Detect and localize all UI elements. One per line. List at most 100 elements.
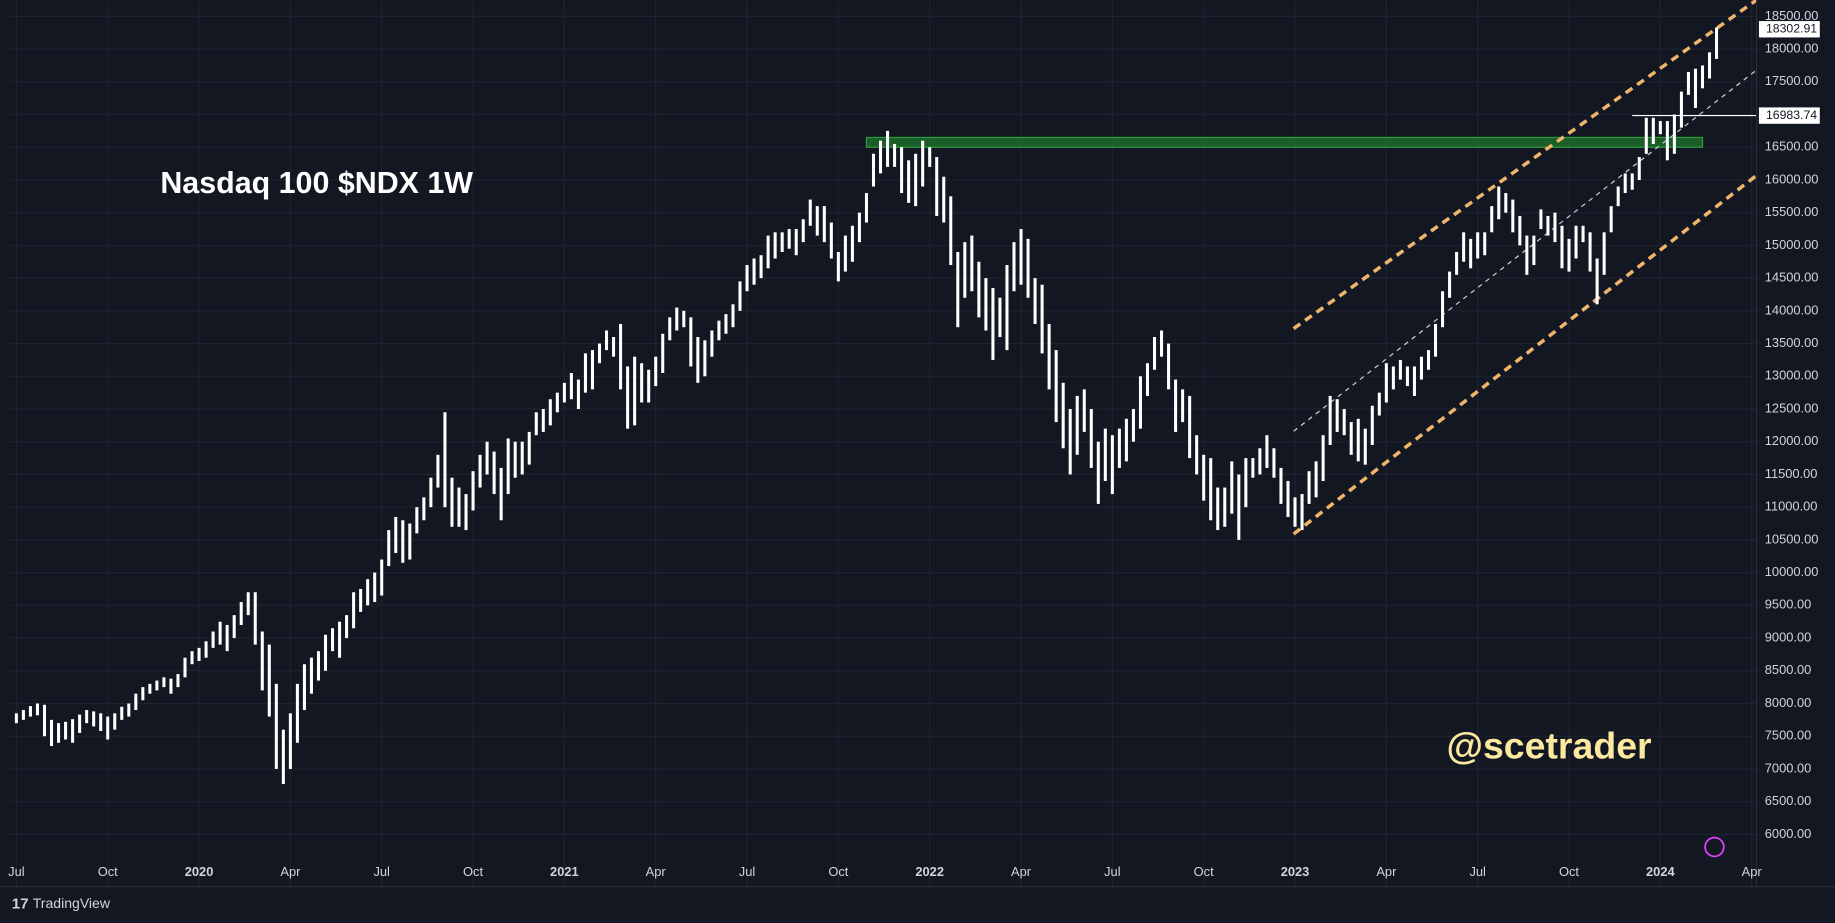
price-bar <box>534 412 538 436</box>
price-bar <box>1272 448 1276 478</box>
y-tick-label: 9000.00 <box>1765 629 1811 644</box>
price-bar <box>1131 409 1135 442</box>
price-bar <box>1595 258 1599 305</box>
price-bar <box>1476 232 1480 259</box>
price-bar <box>794 229 798 256</box>
price-bar <box>1518 215 1522 246</box>
price-bar <box>998 297 1002 338</box>
price-bar <box>900 147 904 194</box>
price-label-box <box>1758 107 1820 124</box>
x-tick-label: Jul <box>8 864 24 879</box>
price-bar <box>71 719 75 743</box>
trendline <box>1292 0 1758 330</box>
price-bar <box>942 176 946 223</box>
price-bar <box>668 317 672 341</box>
price-bar <box>583 353 587 393</box>
x-tick-label: 2022 <box>915 864 944 879</box>
price-bar <box>1181 389 1185 423</box>
x-tick-label: Jul <box>1104 864 1120 879</box>
price-bar <box>1026 238 1030 298</box>
x-tick-label: Apr <box>1011 864 1032 879</box>
price-bar <box>1686 71 1690 95</box>
price-bar <box>640 363 644 403</box>
price-bar <box>176 674 180 688</box>
price-bar <box>380 559 384 596</box>
price-bar <box>197 647 201 661</box>
price-bar <box>520 441 524 475</box>
price-bar <box>436 454 440 488</box>
price-bar <box>323 634 328 671</box>
price-bar <box>703 340 707 377</box>
price-bar <box>141 687 145 701</box>
price-bar <box>134 693 138 711</box>
price-bar <box>1560 225 1564 269</box>
price-bar <box>597 343 602 364</box>
price-bar <box>113 713 117 730</box>
price-bar <box>1286 480 1290 517</box>
price-bar <box>1047 323 1051 390</box>
price-bar <box>1160 330 1164 357</box>
price-bar <box>1665 121 1669 161</box>
price-bar <box>661 333 665 374</box>
price-bar <box>1637 157 1641 180</box>
price-bar <box>1110 435 1114 495</box>
price-bar <box>1307 471 1311 504</box>
price-bar <box>1398 359 1402 380</box>
price-label: 18302.91 <box>1766 22 1817 36</box>
price-bar <box>1005 265 1009 351</box>
price-bar <box>218 621 222 645</box>
price-bar <box>1152 337 1157 370</box>
brand[interactable]: TradingView <box>33 895 111 911</box>
price-bar <box>717 320 721 341</box>
price-bar <box>1469 238 1473 269</box>
y-tick-label: 17500.00 <box>1765 73 1819 88</box>
y-tick-label: 10000.00 <box>1765 564 1819 579</box>
price-bar <box>1511 199 1515 233</box>
price-bar <box>886 130 890 167</box>
price-bar <box>689 317 693 367</box>
y-tick-label: 8000.00 <box>1765 695 1811 710</box>
price-bar <box>204 641 208 658</box>
price-bar <box>1602 232 1606 275</box>
price-bar <box>1342 409 1346 436</box>
price-bar <box>162 677 166 688</box>
price-bar <box>1707 52 1712 79</box>
price-bar <box>1216 487 1220 531</box>
price-bar <box>647 369 651 403</box>
price-bar <box>893 143 897 167</box>
price-bar <box>928 147 932 167</box>
price-bar <box>106 716 110 740</box>
price-bar <box>169 678 173 694</box>
price-bar <box>914 153 918 207</box>
price-bar <box>1426 350 1431 370</box>
price-bar <box>359 588 363 612</box>
price-bar <box>401 520 405 563</box>
price-bar <box>1202 454 1206 501</box>
price-bar <box>485 441 489 475</box>
alert-icon[interactable] <box>1704 836 1725 858</box>
price-bar <box>1279 467 1283 504</box>
price-bar <box>843 235 847 272</box>
price-bar <box>408 523 412 560</box>
price-bar <box>1068 409 1072 475</box>
price-bar <box>1715 27 1719 59</box>
price-bar <box>1434 323 1438 357</box>
x-tick-label: Apr <box>1742 864 1763 879</box>
price-bar <box>1567 238 1571 272</box>
price-bar <box>415 507 419 534</box>
price-bar <box>1096 441 1100 504</box>
price-bar <box>1230 461 1234 514</box>
price-bar <box>1490 206 1494 233</box>
price-bar <box>1693 68 1697 108</box>
price-bar <box>464 494 468 531</box>
price-bar <box>977 261 981 318</box>
price-bar <box>878 140 883 174</box>
price-bar <box>35 703 39 716</box>
y-tick-label: 8500.00 <box>1765 662 1811 677</box>
price-bar <box>14 713 18 724</box>
price-bar <box>78 714 82 733</box>
price-bar <box>921 140 925 187</box>
price-bar <box>850 225 854 262</box>
price-bar <box>225 624 229 652</box>
price-bar <box>471 471 475 511</box>
